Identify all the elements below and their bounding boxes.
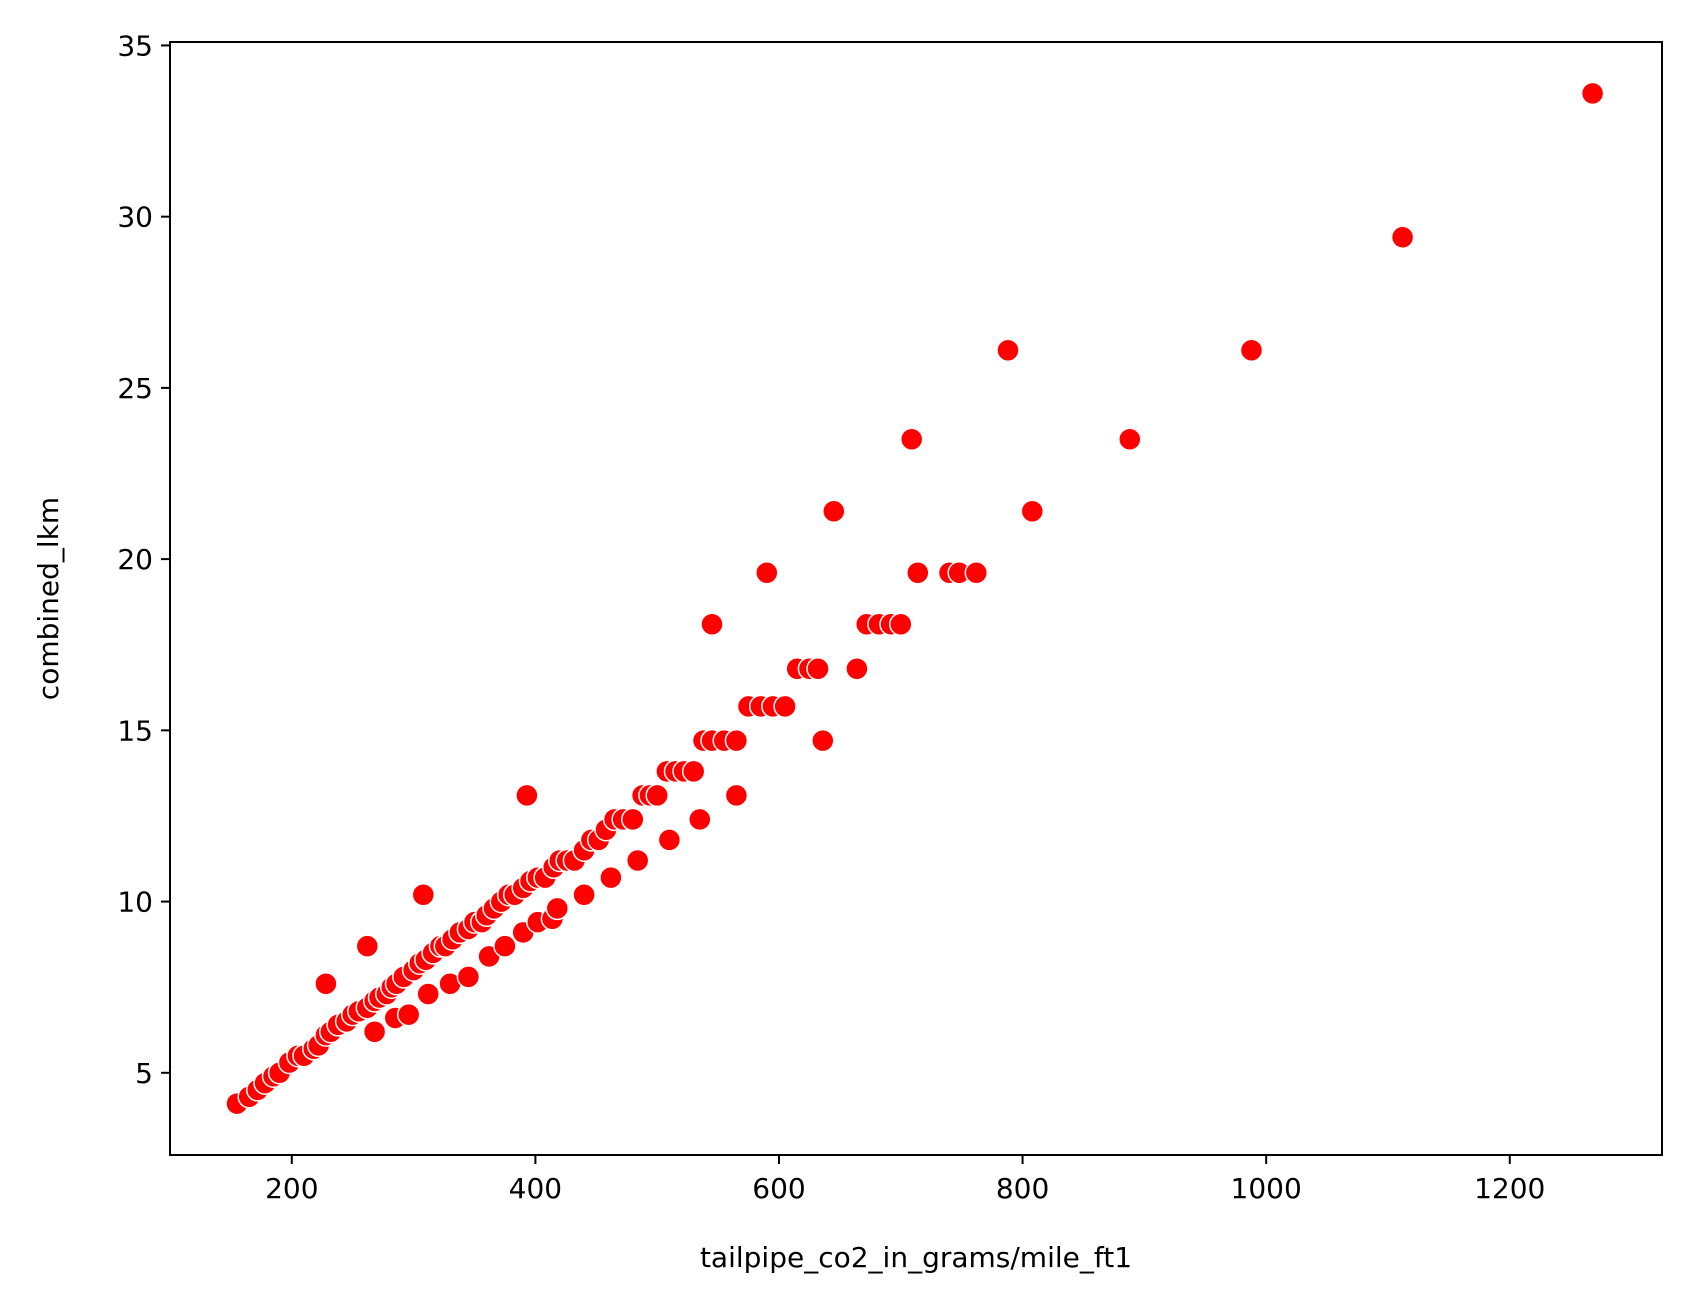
x-tick-label: 600 (752, 1172, 805, 1205)
data-point (1239, 338, 1264, 362)
data-point (899, 427, 924, 452)
data-point (1580, 81, 1605, 106)
data-point (545, 896, 570, 921)
data-point (1020, 499, 1045, 523)
y-tick-label: 35 (117, 29, 153, 62)
data-point (411, 882, 436, 907)
y-axis-label: combined_lkm (32, 497, 65, 700)
data-point (773, 694, 797, 719)
data-point (657, 828, 682, 852)
x-axis-ticks: 200 400 600 800 1000 1200 (265, 1155, 1545, 1205)
data-point (493, 934, 517, 958)
data-point (625, 848, 650, 873)
data-point (811, 728, 835, 753)
data-point (396, 1002, 421, 1027)
data-point (845, 656, 869, 681)
x-tick-label: 1000 (1231, 1172, 1302, 1205)
y-tick-label: 20 (117, 543, 153, 576)
x-tick-label: 1200 (1474, 1172, 1545, 1205)
data-point (964, 561, 989, 585)
data-point (806, 656, 830, 681)
data-point (755, 561, 779, 585)
y-tick-label: 5 (135, 1057, 153, 1090)
y-axis-ticks: 5 10 15 20 25 30 35 (117, 29, 170, 1090)
data-point (1390, 225, 1415, 249)
y-tick-label: 30 (117, 201, 153, 234)
data-point (362, 1019, 387, 1044)
data-point (1118, 427, 1142, 452)
y-tick-label: 15 (117, 714, 153, 747)
data-point (822, 499, 846, 523)
data-point (889, 612, 913, 636)
data-point (906, 561, 930, 585)
data-point (572, 882, 596, 907)
data-point (515, 783, 539, 808)
y-tick-label: 25 (117, 372, 153, 405)
points-layer (225, 81, 1605, 1116)
x-tick-label: 800 (996, 1172, 1049, 1205)
x-tick-label: 200 (265, 1172, 318, 1205)
data-point (996, 338, 1020, 362)
data-point (314, 972, 338, 996)
data-point (416, 982, 440, 1006)
data-point (355, 934, 380, 958)
data-point (599, 865, 623, 890)
data-point (645, 783, 669, 808)
data-point (681, 759, 706, 784)
data-point (700, 612, 724, 636)
y-tick-label: 10 (117, 886, 153, 919)
data-point (621, 807, 645, 832)
data-point (724, 728, 749, 753)
data-point (688, 807, 712, 832)
x-axis-label: tailpipe_co2_in_grams/mile_ft1 (700, 1241, 1132, 1274)
data-point (456, 965, 481, 989)
x-tick-label: 400 (509, 1172, 562, 1205)
data-point (724, 783, 749, 808)
plot-frame (169, 41, 1663, 1156)
